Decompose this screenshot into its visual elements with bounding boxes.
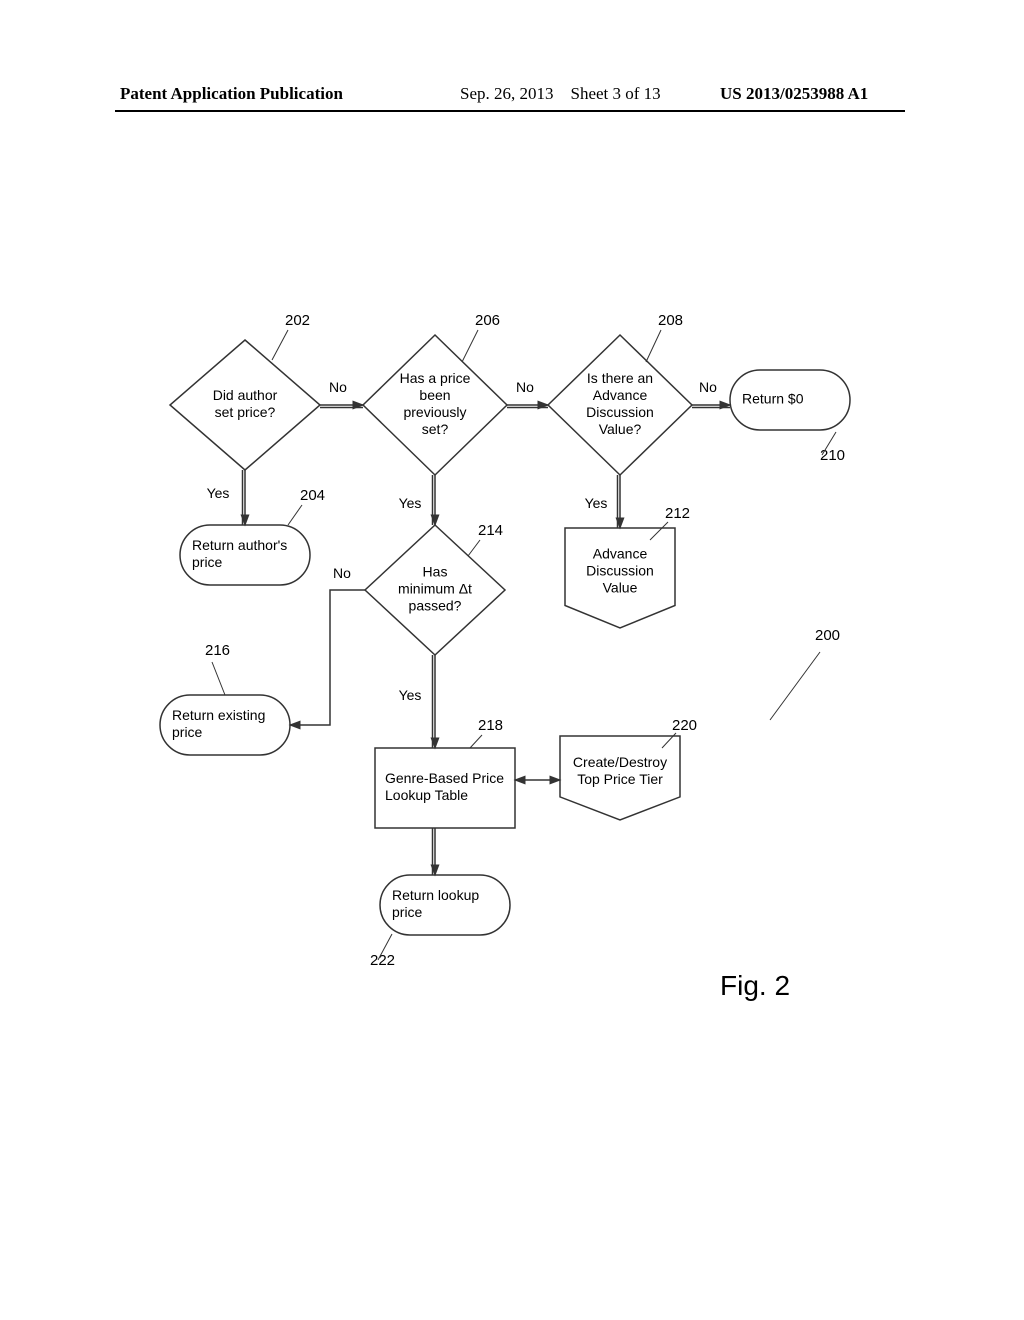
svg-text:222: 222 — [370, 952, 395, 969]
svg-text:No: No — [329, 379, 347, 395]
svg-text:price: price — [192, 554, 223, 570]
svg-text:passed?: passed? — [409, 598, 462, 614]
figure-label: Fig. 2 — [720, 970, 790, 1002]
header-date: Sep. 26, 2013 — [460, 84, 554, 103]
svg-text:Return existing: Return existing — [172, 707, 265, 723]
svg-text:Return $0: Return $0 — [742, 391, 804, 407]
svg-text:Discussion: Discussion — [586, 563, 654, 579]
svg-text:Did author: Did author — [213, 387, 278, 403]
svg-text:Yes: Yes — [207, 485, 230, 501]
header-mid: Sep. 26, 2013 Sheet 3 of 13 — [460, 84, 661, 104]
svg-text:216: 216 — [205, 642, 230, 659]
flowchart-svg: Did authorset price?202Has a pricebeenpr… — [120, 300, 920, 1080]
svg-text:Yes: Yes — [399, 495, 422, 511]
header-left: Patent Application Publication — [120, 84, 343, 104]
svg-text:Advance: Advance — [593, 546, 648, 562]
svg-text:Return author's: Return author's — [192, 537, 287, 553]
svg-text:price: price — [392, 904, 423, 920]
svg-text:Lookup Table: Lookup Table — [385, 787, 468, 803]
svg-text:Value: Value — [603, 580, 638, 596]
svg-text:212: 212 — [665, 505, 690, 522]
svg-text:Create/Destroy: Create/Destroy — [573, 754, 667, 770]
svg-text:set price?: set price? — [215, 404, 276, 420]
svg-text:Has: Has — [423, 564, 448, 580]
svg-text:Return lookup: Return lookup — [392, 887, 479, 903]
svg-text:220: 220 — [672, 717, 697, 734]
page: Patent Application Publication Sep. 26, … — [0, 0, 1024, 1320]
svg-text:Value?: Value? — [599, 421, 642, 437]
svg-text:No: No — [516, 379, 534, 395]
svg-text:208: 208 — [658, 312, 683, 329]
svg-text:210: 210 — [820, 447, 845, 464]
svg-text:204: 204 — [300, 487, 325, 504]
svg-text:minimum Δt: minimum Δt — [398, 581, 472, 597]
svg-text:Discussion: Discussion — [586, 404, 654, 420]
svg-text:No: No — [699, 379, 717, 395]
svg-text:previously: previously — [403, 404, 466, 420]
svg-text:206: 206 — [475, 312, 500, 329]
svg-text:Yes: Yes — [399, 687, 422, 703]
flowchart-container: Did authorset price?202Has a pricebeenpr… — [120, 300, 920, 1080]
svg-text:Genre-Based Price: Genre-Based Price — [385, 770, 504, 786]
svg-text:Yes: Yes — [585, 495, 608, 511]
svg-text:Top Price Tier: Top Price Tier — [577, 771, 663, 787]
svg-text:202: 202 — [285, 312, 310, 329]
svg-text:214: 214 — [478, 522, 503, 539]
svg-text:been: been — [419, 387, 450, 403]
svg-text:Has a price: Has a price — [400, 370, 471, 386]
header-rule — [115, 110, 905, 112]
header-right: US 2013/0253988 A1 — [720, 84, 868, 104]
svg-text:Advance: Advance — [593, 387, 648, 403]
svg-text:Is there an: Is there an — [587, 370, 653, 386]
svg-text:218: 218 — [478, 717, 503, 734]
svg-text:No: No — [333, 565, 351, 581]
svg-text:set?: set? — [422, 421, 449, 437]
svg-text:price: price — [172, 724, 203, 740]
svg-text:200: 200 — [815, 627, 840, 644]
header-sheet: Sheet 3 of 13 — [571, 84, 661, 103]
